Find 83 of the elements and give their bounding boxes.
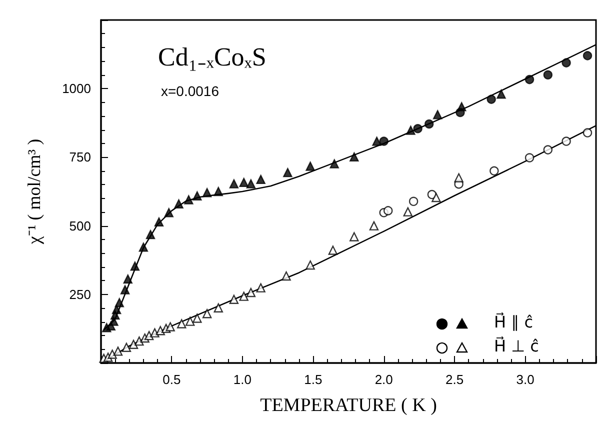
point [457,102,466,112]
point [120,285,130,294]
annotation: Cd₁₋ₓCoₓS [158,42,266,72]
legend-label: H⃗ ⊥ ĉ [494,336,539,356]
point [154,217,164,227]
point [582,51,592,60]
point [130,262,140,271]
point [543,70,553,80]
point [562,58,571,68]
point [113,346,123,356]
x-tick-label: 3.0 [516,372,534,387]
point [496,89,506,99]
point [330,159,339,168]
point [246,288,256,298]
annotation: x=0.0016 [161,83,220,99]
x-tick-label: 0.5 [162,372,181,387]
y-tick-label: 750 [69,150,91,165]
point [372,136,382,146]
x-tick-label: 1.0 [233,372,252,387]
point [166,322,175,332]
point [562,136,571,146]
point [138,242,148,252]
point [164,208,174,218]
y-tick-label: 250 [69,286,91,302]
point [144,330,154,340]
point [214,303,223,312]
x-tick-label: 2.0 [374,372,393,387]
point [202,188,212,198]
point [524,153,534,162]
point [146,230,156,240]
point [109,316,118,326]
point [282,271,291,281]
point [384,206,393,216]
point [239,292,248,301]
point [432,192,441,202]
point [424,119,434,129]
point [239,178,248,188]
point [524,74,534,84]
point [328,246,338,255]
point [433,110,442,120]
point [350,232,359,242]
point [490,166,499,176]
point [123,274,132,284]
point [454,173,464,182]
legend-label: H⃗ ∥ ĉ [494,312,533,332]
point [229,179,239,188]
point [177,319,186,328]
point [174,199,184,208]
point [408,196,418,206]
point [128,340,138,349]
point [192,314,202,323]
point [192,191,202,200]
point [229,294,239,304]
point [306,162,315,171]
x-axis-title: TEMPERATURE ( K ) [260,395,437,416]
x-tick-label: 2.5 [446,372,464,387]
point [214,186,223,196]
point [283,168,292,178]
point [350,152,359,162]
y-axis-title: χ⁻¹ ( mol/cm³ ) [24,138,44,246]
point [112,304,122,314]
point [122,342,132,352]
point [486,94,496,104]
point [379,136,388,146]
point [134,336,144,346]
point [186,316,195,326]
point [256,283,266,292]
point [543,145,553,154]
y-tick-label: 500 [69,218,91,234]
point [413,124,422,134]
y-tick-label: 1000 [62,81,91,96]
point [369,221,379,230]
point [403,207,412,216]
point [150,328,160,338]
point [406,126,416,135]
point [246,179,256,188]
point [114,298,124,308]
point [582,128,592,138]
x-tick-label: 1.5 [304,372,322,387]
point [256,174,266,184]
point [306,260,315,270]
point [184,195,194,204]
point [202,309,212,318]
